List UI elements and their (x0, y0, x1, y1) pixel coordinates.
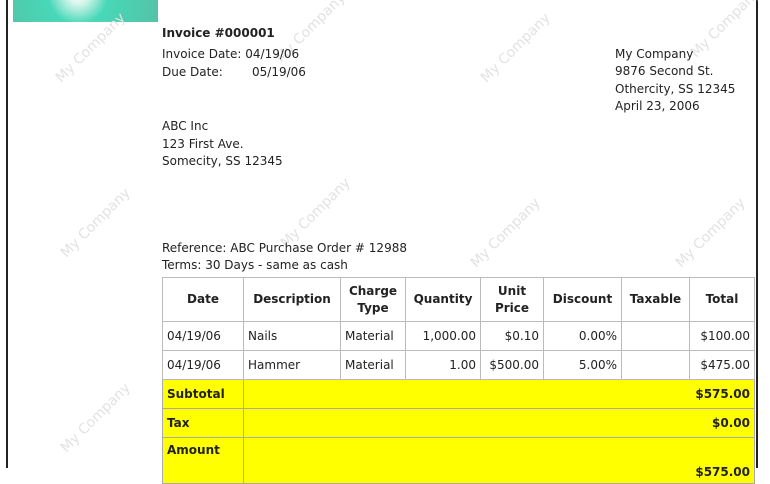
col-unit-price: Unit Price (480, 277, 544, 322)
cell-date: 04/19/06 (162, 321, 244, 351)
customer-name: ABC Inc (162, 119, 209, 133)
cell-total: $475.00 (689, 350, 755, 380)
company-name: My Company (615, 47, 694, 61)
subtotal-label: Subtotal (162, 379, 244, 409)
amount-row: Amount $575.00 (162, 437, 755, 484)
company-logo (13, 0, 158, 22)
line-items-table: Date Description Charge Type Quantity Un… (162, 277, 755, 484)
due-date-label: Due Date: (162, 65, 223, 79)
invoice-title: Invoice #000001 (162, 26, 275, 40)
subtotal-value: $575.00 (243, 379, 755, 409)
cell-charge-type: Material (340, 321, 406, 351)
tax-label: Tax (162, 408, 244, 438)
cell-taxable (621, 321, 690, 351)
cell-quantity: 1.00 (405, 350, 481, 380)
col-discount: Discount (543, 277, 622, 322)
due-date-value: 05/19/06 (252, 65, 306, 79)
company-city: Othercity, SS 12345 (615, 82, 736, 96)
cell-taxable (621, 350, 690, 380)
table-header: Date Description Charge Type Quantity Un… (162, 277, 755, 322)
table-row: 04/19/06 Hammer Material 1.00 $500.00 5.… (162, 350, 755, 380)
cell-date: 04/19/06 (162, 350, 244, 380)
col-taxable: Taxable (621, 277, 690, 322)
cell-unit-price: $500.00 (480, 350, 544, 380)
cell-charge-type: Material (340, 350, 406, 380)
customer-street: 123 First Ave. (162, 137, 244, 151)
tax-value: $0.00 (243, 408, 755, 438)
amount-value: $575.00 (243, 437, 755, 484)
company-date: April 23, 2006 (615, 99, 700, 113)
invoice-page (6, 0, 758, 468)
reference: Reference: ABC Purchase Order # 12988 (162, 241, 407, 255)
cell-description: Nails (243, 321, 341, 351)
tax-row: Tax $0.00 (162, 408, 755, 438)
col-charge-type: Charge Type (340, 277, 406, 322)
terms: Terms: 30 Days - same as cash (162, 258, 348, 272)
cell-total: $100.00 (689, 321, 755, 351)
cell-unit-price: $0.10 (480, 321, 544, 351)
subtotal-row: Subtotal $575.00 (162, 379, 755, 409)
cell-discount: 0.00% (543, 321, 622, 351)
col-description: Description (243, 277, 341, 322)
col-quantity: Quantity (405, 277, 481, 322)
cell-discount: 5.00% (543, 350, 622, 380)
invoice-date: Invoice Date: 04/19/06 (162, 47, 300, 61)
col-total: Total (689, 277, 755, 322)
cell-quantity: 1,000.00 (405, 321, 481, 351)
company-street: 9876 Second St. (615, 64, 714, 78)
amount-label: Amount (162, 437, 244, 484)
col-date: Date (162, 277, 244, 322)
cell-description: Hammer (243, 350, 341, 380)
table-row: 04/19/06 Nails Material 1,000.00 $0.10 0… (162, 321, 755, 351)
customer-city: Somecity, SS 12345 (162, 154, 283, 168)
